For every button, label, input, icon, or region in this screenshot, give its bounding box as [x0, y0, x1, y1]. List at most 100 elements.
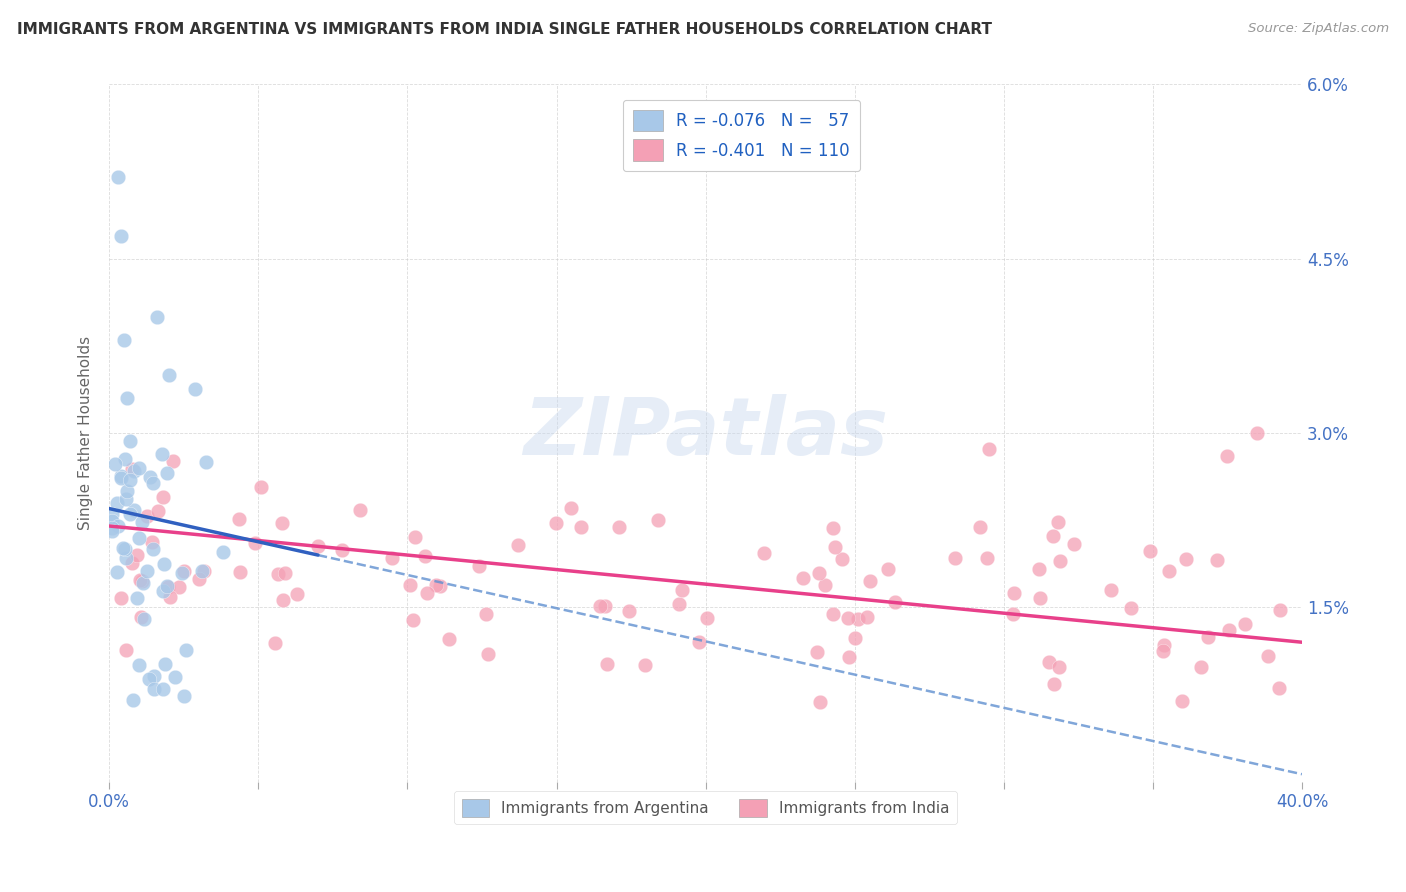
Point: [121, 462, 143, 476]
Point: [1257, 648, 1279, 663]
Point: [1246, 425, 1268, 440]
Point: [330, 543, 353, 558]
Point: [1197, 630, 1219, 644]
Point: [146, 310, 169, 324]
Point: [110, 591, 132, 605]
Point: [859, 574, 882, 588]
Point: [808, 695, 831, 709]
Point: [142, 476, 165, 491]
Point: [856, 609, 879, 624]
Text: Source: ZipAtlas.com: Source: ZipAtlas.com: [1249, 22, 1389, 36]
Point: [824, 541, 846, 555]
Point: [128, 531, 150, 545]
Point: [475, 607, 498, 621]
Point: [381, 550, 404, 565]
Point: [191, 564, 214, 578]
Point: [271, 592, 294, 607]
Point: [156, 467, 179, 481]
Point: [634, 658, 657, 673]
Point: [141, 535, 163, 549]
Point: [1216, 450, 1239, 464]
Point: [1152, 644, 1174, 658]
Point: [589, 599, 612, 613]
Point: [136, 509, 159, 524]
Point: [173, 689, 195, 703]
Point: [969, 519, 991, 533]
Point: [263, 635, 285, 649]
Point: [173, 564, 195, 578]
Point: [129, 573, 152, 587]
Point: [546, 516, 568, 530]
Point: [110, 470, 132, 484]
Point: [250, 480, 273, 494]
Point: [1234, 617, 1257, 632]
Point: [153, 657, 176, 672]
Point: [877, 562, 900, 576]
Point: [112, 333, 135, 347]
Point: [157, 580, 180, 594]
Point: [285, 587, 308, 601]
Point: [560, 500, 582, 515]
Legend: Immigrants from Argentina, Immigrants from India: Immigrants from Argentina, Immigrants fr…: [454, 791, 957, 824]
Point: [162, 454, 184, 468]
Point: [349, 503, 371, 517]
Point: [114, 491, 136, 506]
Point: [174, 643, 197, 657]
Point: [114, 542, 136, 557]
Point: [607, 520, 630, 534]
Text: ZIPatlas: ZIPatlas: [523, 394, 889, 472]
Point: [1218, 624, 1240, 638]
Point: [150, 447, 173, 461]
Point: [1119, 601, 1142, 615]
Point: [211, 545, 233, 559]
Point: [1270, 602, 1292, 616]
Point: [245, 536, 267, 550]
Point: [1028, 562, 1050, 576]
Point: [883, 595, 905, 609]
Point: [129, 609, 152, 624]
Point: [125, 549, 148, 563]
Point: [187, 572, 209, 586]
Point: [128, 658, 150, 673]
Point: [1099, 583, 1122, 598]
Point: [156, 579, 179, 593]
Point: [138, 672, 160, 686]
Point: [838, 650, 860, 665]
Point: [193, 565, 215, 579]
Point: [668, 597, 690, 611]
Point: [477, 648, 499, 662]
Point: [125, 591, 148, 605]
Point: [1139, 544, 1161, 558]
Point: [184, 382, 207, 396]
Point: [274, 566, 297, 581]
Point: [437, 632, 460, 646]
Point: [943, 551, 966, 566]
Point: [267, 566, 290, 581]
Point: [159, 590, 181, 604]
Point: [1038, 655, 1060, 669]
Point: [121, 556, 143, 570]
Point: [105, 496, 128, 510]
Point: [808, 566, 831, 580]
Point: [595, 599, 617, 613]
Point: [823, 607, 845, 621]
Point: [1047, 660, 1070, 674]
Point: [647, 513, 669, 527]
Point: [1170, 694, 1192, 708]
Point: [1063, 537, 1085, 551]
Point: [429, 579, 451, 593]
Point: [120, 474, 142, 488]
Point: [122, 464, 145, 478]
Point: [131, 574, 153, 588]
Point: [792, 571, 814, 585]
Point: [107, 170, 129, 185]
Point: [105, 565, 128, 579]
Point: [110, 228, 132, 243]
Point: [229, 565, 252, 579]
Point: [1153, 638, 1175, 652]
Point: [1002, 586, 1025, 600]
Point: [104, 457, 127, 471]
Point: [142, 669, 165, 683]
Point: [688, 634, 710, 648]
Point: [404, 530, 426, 544]
